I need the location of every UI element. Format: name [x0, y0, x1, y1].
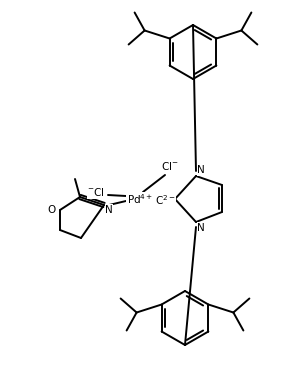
- Text: N: N: [105, 205, 113, 215]
- Text: C$^{2-}$: C$^{2-}$: [155, 193, 175, 207]
- Text: N: N: [197, 223, 205, 233]
- Text: Pd$^{4+}$: Pd$^{4+}$: [127, 192, 153, 206]
- Text: N: N: [197, 165, 205, 175]
- Text: O: O: [47, 205, 55, 215]
- Text: Cl$^{-}$: Cl$^{-}$: [161, 160, 179, 172]
- Text: $^{-}$Cl: $^{-}$Cl: [87, 186, 105, 198]
